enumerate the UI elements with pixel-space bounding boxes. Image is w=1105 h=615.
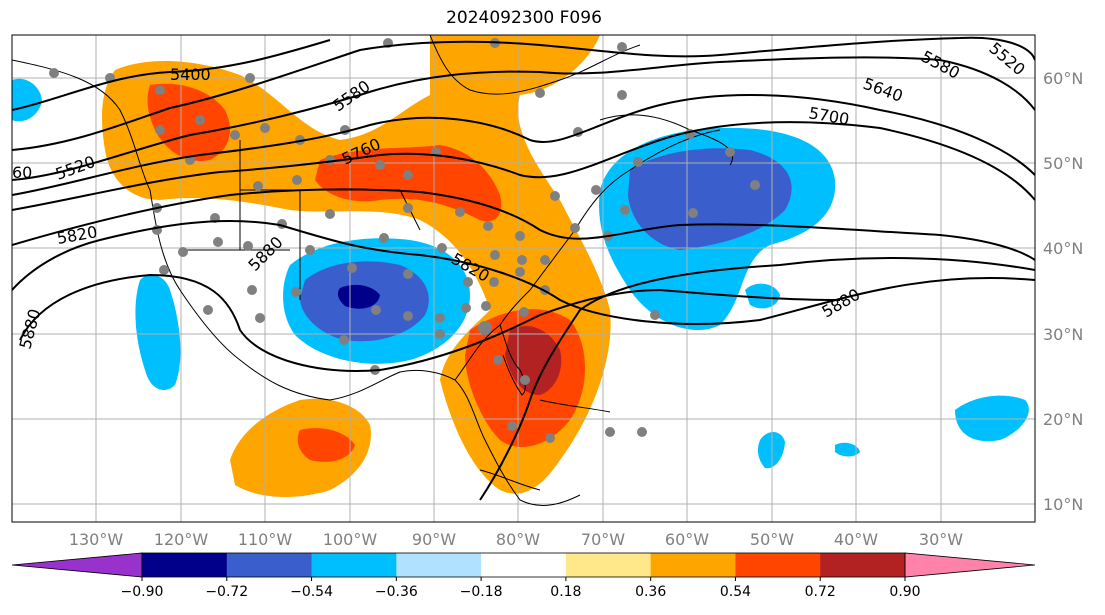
- lon-label: 30°W: [919, 530, 963, 549]
- colorbar-tick-label: −0.54: [290, 584, 333, 600]
- positive-core-mexico: [297, 428, 355, 462]
- colorbar: −0.90 −0.72 −0.54 −0.36 −0.18 0.18 0.36 0.54 0.7…: [11, 552, 1036, 600]
- colorbar-extend-low: [11, 552, 143, 578]
- colorbar-tick-label: 0.72: [805, 584, 836, 600]
- colorbar-tick-label: −0.18: [460, 584, 503, 600]
- lon-label: 60°W: [665, 530, 709, 549]
- longitude-labels: 130°W 120°W 110°W 100°W 90°W 80°W 70°W 6…: [69, 530, 963, 549]
- colorbar-tick-label: 0.36: [635, 584, 666, 600]
- height-contours: [12, 36, 1035, 501]
- negative-spot-tropical-atlantic: [955, 395, 1029, 442]
- station-markers: [49, 38, 760, 443]
- colorbar-tick-label: 0.54: [720, 584, 751, 600]
- map-frame: [11, 34, 1036, 523]
- lat-label: 20°N: [1043, 410, 1083, 429]
- contour-label-5400: 5400: [170, 65, 211, 84]
- colorbar-tick-label: −0.90: [121, 584, 164, 600]
- colorbar-extend-high: [904, 552, 1036, 578]
- negative-region-atlantic-small: [745, 283, 780, 309]
- colorbar-tick-label: 0.90: [889, 584, 920, 600]
- lon-label: 100°W: [323, 530, 378, 549]
- lon-label: 40°W: [834, 530, 878, 549]
- colorbar-outline: [141, 552, 906, 578]
- map-title: 2024092300 F096: [446, 8, 602, 28]
- colorbar-segment: [311, 553, 397, 577]
- latitude-labels: 10°N 20°N 30°N 40°N 50°N 60°N: [1043, 69, 1083, 514]
- lat-label: 40°N: [1043, 239, 1083, 258]
- colorbar-segment: [142, 553, 228, 577]
- colorbar-segment: [650, 553, 736, 577]
- lon-label: 90°W: [412, 530, 456, 549]
- lon-label: 110°W: [238, 530, 293, 549]
- lat-label: 60°N: [1043, 69, 1083, 88]
- lat-label: 10°N: [1043, 495, 1083, 514]
- lon-label: 120°W: [154, 530, 209, 549]
- colorbar-segment: [735, 553, 821, 577]
- colorbar-tick-label: 0.18: [550, 584, 581, 600]
- colorbar-segment: [481, 553, 567, 577]
- colorbar-segment: [565, 553, 652, 577]
- negative-spot-pacific-northwest: [12, 78, 42, 122]
- lon-label: 50°W: [750, 530, 794, 549]
- contour-label-60: 60: [12, 163, 32, 182]
- lat-label: 30°N: [1043, 325, 1083, 344]
- lon-label: 130°W: [69, 530, 124, 549]
- positive-core-florida-dark: [505, 326, 562, 395]
- colorbar-segment: [226, 553, 313, 577]
- colorbar-segment: [820, 553, 906, 577]
- negative-spot-caribbean-mid: [835, 442, 860, 457]
- negative-spot-caribbean-east: [757, 431, 785, 469]
- colorbar-tick-label: −0.72: [205, 584, 248, 600]
- colorbar-tick-label: −0.36: [375, 584, 418, 600]
- positive-core-greatlakes: [315, 145, 502, 222]
- negative-core-central-us-dark: [337, 284, 380, 309]
- negative-spot-east-pacific: [135, 274, 181, 390]
- lat-label: 50°N: [1043, 154, 1083, 173]
- lon-label: 80°W: [496, 530, 540, 549]
- colorbar-segment: [396, 553, 482, 577]
- lon-label: 70°W: [581, 530, 625, 549]
